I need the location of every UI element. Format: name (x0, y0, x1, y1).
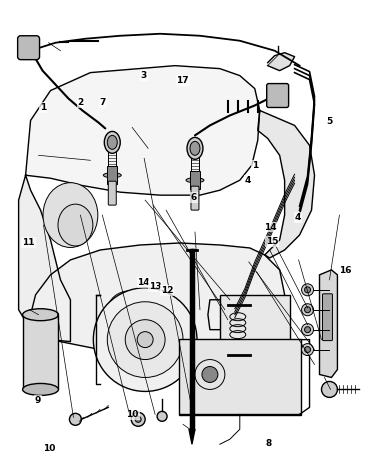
Circle shape (322, 381, 338, 398)
Circle shape (135, 416, 141, 422)
Polygon shape (19, 175, 70, 342)
Text: 8: 8 (265, 439, 272, 448)
FancyBboxPatch shape (191, 186, 199, 210)
Text: 15: 15 (266, 237, 278, 246)
Text: 4: 4 (245, 176, 251, 185)
Text: 13: 13 (149, 282, 161, 291)
Polygon shape (189, 429, 195, 444)
Text: 17: 17 (176, 76, 189, 85)
Circle shape (125, 320, 165, 360)
Text: 11: 11 (22, 238, 35, 247)
Ellipse shape (108, 291, 153, 329)
Text: 9: 9 (35, 396, 41, 405)
Text: 16: 16 (339, 266, 351, 275)
Text: 2: 2 (78, 98, 84, 107)
Circle shape (107, 302, 183, 378)
Polygon shape (258, 111, 314, 258)
FancyBboxPatch shape (323, 294, 332, 341)
FancyBboxPatch shape (179, 339, 301, 415)
Circle shape (301, 304, 314, 316)
Circle shape (202, 367, 218, 382)
Circle shape (93, 288, 197, 391)
Polygon shape (320, 270, 338, 378)
Text: 4: 4 (295, 213, 301, 222)
Circle shape (301, 284, 314, 296)
Ellipse shape (190, 142, 200, 155)
Circle shape (305, 287, 311, 293)
Circle shape (137, 332, 153, 348)
FancyBboxPatch shape (220, 295, 289, 360)
Ellipse shape (23, 309, 59, 321)
FancyBboxPatch shape (267, 84, 289, 107)
Text: 10: 10 (43, 444, 55, 453)
Polygon shape (31, 243, 285, 354)
Ellipse shape (186, 178, 204, 183)
Circle shape (301, 343, 314, 356)
Text: 7: 7 (100, 98, 106, 107)
Ellipse shape (187, 137, 203, 159)
Text: 14: 14 (138, 278, 150, 287)
Text: 5: 5 (326, 117, 333, 126)
Text: 1: 1 (252, 161, 258, 170)
FancyBboxPatch shape (190, 171, 200, 189)
Polygon shape (23, 315, 59, 390)
Ellipse shape (107, 135, 117, 149)
Text: 3: 3 (141, 71, 147, 80)
Circle shape (69, 413, 81, 425)
Ellipse shape (103, 173, 121, 178)
Polygon shape (26, 66, 260, 195)
Text: 6: 6 (191, 193, 197, 202)
Circle shape (301, 323, 314, 336)
Circle shape (157, 411, 167, 421)
FancyBboxPatch shape (107, 166, 117, 184)
Circle shape (305, 307, 311, 313)
Ellipse shape (104, 132, 120, 153)
Circle shape (305, 327, 311, 332)
Circle shape (305, 347, 311, 352)
Text: 12: 12 (160, 286, 173, 295)
FancyBboxPatch shape (108, 181, 116, 205)
Ellipse shape (23, 383, 59, 395)
Polygon shape (268, 53, 295, 71)
Text: 1: 1 (40, 103, 47, 112)
FancyBboxPatch shape (18, 36, 40, 60)
Text: 10: 10 (126, 410, 139, 419)
Ellipse shape (43, 183, 98, 247)
Text: 14: 14 (264, 223, 276, 232)
Circle shape (131, 412, 145, 426)
Ellipse shape (58, 204, 93, 246)
